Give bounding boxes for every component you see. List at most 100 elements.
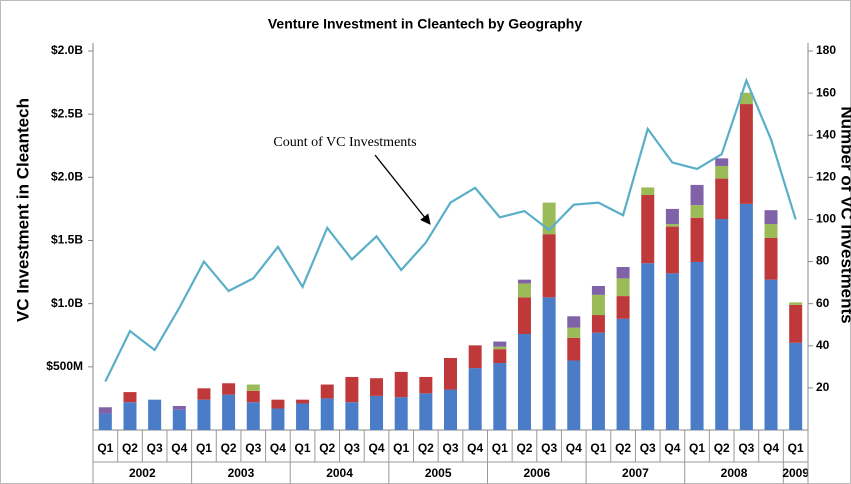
bar-segment — [444, 357, 457, 390]
x-tick-label: Q2 — [615, 441, 631, 455]
bar-segment — [296, 403, 310, 430]
x-tick-label: Q1 — [590, 441, 606, 455]
bar-segment — [320, 398, 334, 430]
bar-segment — [345, 402, 359, 430]
bar-segment — [616, 267, 630, 279]
bar-segment — [690, 184, 704, 206]
y-axis-label: VC Investment in Cleantech — [13, 98, 32, 322]
y2-tick-label: 100 — [816, 212, 836, 226]
x-tick-label: Q2 — [122, 441, 138, 455]
bar-segment — [468, 345, 482, 369]
x-tick-label: Q4 — [270, 441, 286, 455]
x-group-label: 2009 — [782, 466, 809, 480]
bar-segment — [764, 224, 778, 238]
bar-segment — [197, 388, 211, 400]
y2-tick-label: 160 — [816, 85, 836, 99]
x-tick-label: Q4 — [566, 441, 582, 455]
x-group-label: 2003 — [228, 466, 255, 480]
x-tick-label: Q4 — [664, 441, 680, 455]
bar-segment — [690, 205, 704, 218]
bar-segment — [591, 285, 605, 295]
bar-segment — [567, 360, 581, 430]
bar-segment — [764, 237, 778, 280]
bar-segment — [493, 341, 507, 347]
annotation-arrow — [374, 154, 431, 225]
bar-segment — [370, 395, 384, 430]
bar-segment — [567, 316, 581, 328]
y-tick-label: $2.5B — [51, 106, 83, 120]
chart-title: Venture Investment in Cleantech by Geogr… — [268, 16, 583, 32]
bar-segment — [246, 402, 260, 430]
bar-segment — [616, 278, 630, 297]
x-tick-label: Q1 — [492, 441, 508, 455]
bar-segment — [764, 210, 778, 225]
y-tick-label: $1.5B — [51, 233, 83, 247]
bar-segment — [271, 399, 285, 409]
annotation: Count of VC Investments — [273, 135, 416, 150]
y-tick-label: $2.0B — [51, 170, 83, 184]
x-group-label: 2005 — [425, 466, 452, 480]
bar-segment — [246, 390, 260, 403]
bar-segment — [641, 187, 655, 196]
y-tick-label: $1.0B — [51, 296, 83, 310]
bar-segment — [567, 327, 581, 338]
bar-segment — [591, 294, 605, 316]
bar-segment — [690, 261, 704, 430]
bar-segment — [197, 399, 211, 430]
x-tick-label: Q4 — [369, 441, 385, 455]
bar-segment — [542, 297, 556, 430]
bar-segment — [542, 234, 556, 298]
bar-segment — [517, 279, 531, 284]
bar-segment — [148, 399, 162, 430]
x-tick-label: Q3 — [640, 441, 656, 455]
x-tick-label: Q2 — [516, 441, 532, 455]
bar-segment — [591, 332, 605, 430]
bar-segment — [665, 226, 679, 274]
bar-segment — [271, 408, 285, 430]
x-tick-label: Q3 — [442, 441, 458, 455]
bar-segment — [665, 224, 679, 227]
x-group-label: 2002 — [129, 466, 156, 480]
y2-tick-label: 40 — [816, 338, 830, 352]
bar-segment — [715, 158, 729, 166]
y2-tick-label: 180 — [816, 43, 836, 57]
x-tick-label: Q3 — [147, 441, 163, 455]
x-group-label: 2006 — [523, 466, 550, 480]
bar-segment — [567, 337, 581, 361]
bar-segment — [345, 376, 359, 403]
bar-segment — [444, 389, 457, 430]
x-tick-label: Q1 — [393, 441, 409, 455]
bar-segment — [98, 413, 112, 430]
bar-segment — [789, 302, 803, 305]
y2-tick-label: 20 — [816, 380, 830, 394]
bar-segment — [591, 315, 605, 333]
bar-segment — [715, 219, 729, 430]
y2-tick-label: 60 — [816, 296, 830, 310]
bar-segment — [641, 263, 655, 430]
x-group-label: 2007 — [622, 466, 649, 480]
x-tick-label: Q3 — [541, 441, 557, 455]
bar-segment — [789, 304, 803, 343]
bar-segment — [222, 383, 236, 395]
bar-segment — [517, 297, 531, 334]
bar-segment — [764, 279, 778, 430]
x-tick-label: Q2 — [418, 441, 434, 455]
y2-tick-label: 140 — [816, 127, 836, 141]
bar-segment — [123, 402, 137, 430]
x-tick-label: Q3 — [245, 441, 261, 455]
bar-segment — [394, 371, 408, 398]
bar-segment — [320, 384, 334, 399]
bar-segment — [172, 409, 186, 430]
y-tick-label: $2.0B — [51, 43, 83, 57]
bar-segment — [493, 346, 507, 350]
x-tick-label: Q4 — [171, 441, 187, 455]
x-tick-label: Q1 — [97, 441, 113, 455]
count-line — [104, 77, 797, 383]
x-tick-label: Q1 — [689, 441, 705, 455]
bar-segment — [98, 407, 112, 414]
bar-segment — [246, 384, 260, 391]
bar-segment — [641, 195, 655, 264]
bar-segment — [296, 399, 310, 404]
